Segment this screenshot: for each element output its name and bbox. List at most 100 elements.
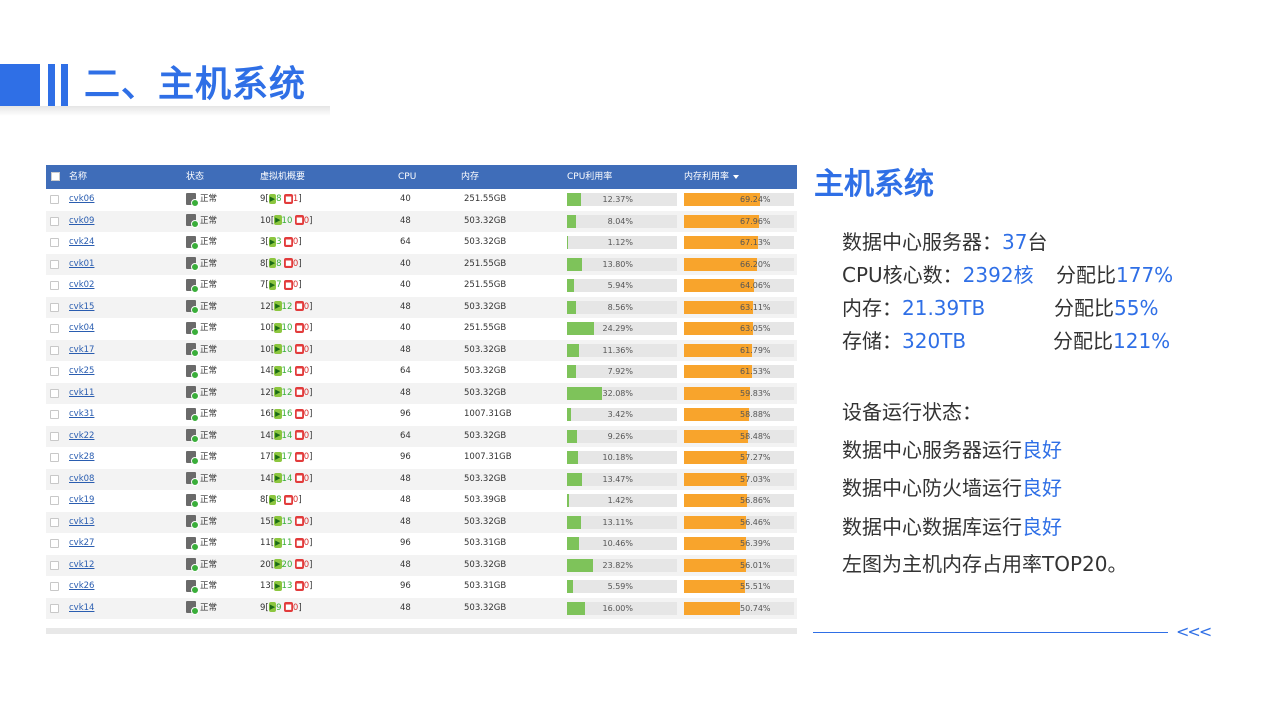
row-checkbox[interactable] [50,259,59,269]
host-name-link[interactable]: cvk04 [69,323,95,333]
cpu-util-text: 7.92% [607,367,633,376]
cpu-util-fill [567,214,576,228]
vm-stopped-count: 0 [292,258,299,269]
host-name-link[interactable]: cvk12 [69,559,95,570]
host-name-link[interactable]: cvk19 [69,495,95,505]
row-checkbox[interactable] [50,474,59,484]
table-scrollbar[interactable] [46,628,797,634]
host-name-link[interactable]: cvk28 [69,452,95,462]
firewall-status: 数据中心防火墙运行良好 [842,474,1062,502]
table-row[interactable]: cvk25 正常 14[▶14 ■0] 64 503.32GB 7.92% 61.53% [46,361,797,383]
row-checkbox[interactable] [50,496,59,505]
host-name-link[interactable]: cvk02 [69,280,95,290]
table-row[interactable]: cvk31 正常 16[▶16 ■0] 96 1007.31GB 3.42% 58.88% [46,404,797,426]
host-name-link[interactable]: cvk01 [69,258,95,269]
host-name-link[interactable]: cvk14 [69,602,95,613]
status-cell: 正常 [186,297,217,319]
table-row[interactable]: cvk26 正常 13[▶13 ■0] 96 503.31GB 5.59% 55.51% [46,576,797,598]
host-name-link[interactable]: cvk15 [69,301,95,312]
row-checkbox[interactable] [50,345,59,355]
table-row[interactable]: cvk12 正常 20[▶20 ■0] 48 503.32GB 23.82% 56.01% [46,554,797,576]
memory-cell: 503.32GB [464,602,507,613]
table-row[interactable]: cvk28 正常 17[▶17 ■0] 96 1007.31GB 10.18% 57.27% [46,447,797,469]
row-checkbox[interactable] [50,238,59,247]
host-name-link[interactable]: cvk06 [69,194,95,204]
table-row[interactable]: cvk11 正常 12[▶12 ■0] 48 503.32GB 32.08% 59.83% [46,382,797,404]
vm-stopped-count: 0 [303,559,310,570]
table-row[interactable]: cvk17 正常 10[▶10 ■0] 48 503.32GB 11.36% 61.79% [46,339,797,361]
host-name-link[interactable]: cvk08 [69,473,95,484]
table-row[interactable]: cvk24 正常 3[▶3 ■0] 64 503.32GB 1.12% 67.13% [46,232,797,254]
column-cpu-util[interactable]: CPU利用率 [567,172,613,182]
status-text: 正常 [200,559,218,570]
row-checkbox[interactable] [50,324,59,333]
column-memory[interactable]: 内存 [461,172,480,182]
mem-util-bar: 56.46% [684,515,794,529]
column-mem-util[interactable]: 内存利用率 [684,165,740,189]
vm-running-count: 7 [276,280,282,290]
select-all-checkbox[interactable] [51,172,60,181]
column-status[interactable]: 状态 [186,172,205,182]
table-row[interactable]: cvk08 正常 14[▶14 ■0] 48 503.32GB 13.47% 57.03% [46,468,797,490]
cpu-util-bar: 12.37% [567,193,677,206]
back-arrows-icon[interactable]: <<< [1176,622,1212,641]
vm-running-count: 9 [276,602,282,613]
vm-running-icon: ▶ [274,322,282,333]
table-row[interactable]: cvk09 正常 10[▶10 ■0] 48 503.32GB 8.04% 67.96% [46,210,797,232]
host-name-link[interactable]: cvk17 [69,344,95,355]
status-cell: 正常 [186,533,217,555]
host-name-link[interactable]: cvk26 [69,581,95,591]
mem-util-text: 57.27% [740,453,771,462]
row-checkbox[interactable] [50,195,59,204]
column-name[interactable]: 名称 [69,172,88,182]
row-checkbox[interactable] [50,216,59,226]
column-cpu[interactable]: CPU [398,172,417,182]
table-row[interactable]: cvk02 正常 7[▶7 ■0] 40 251.55GB 5.94% 64.06% [46,275,797,297]
host-name-link[interactable]: cvk24 [69,237,95,247]
row-checkbox[interactable] [50,281,59,290]
vm-stopped-count: 0 [303,473,310,484]
row-checkbox[interactable] [50,410,59,419]
row-checkbox[interactable] [50,431,59,441]
row-checkbox[interactable] [50,560,59,570]
host-name-link[interactable]: cvk31 [69,409,95,419]
host-name-link[interactable]: cvk11 [69,387,95,398]
vm-stopped-count: 0 [292,237,299,247]
vm-stopped-count: 0 [292,280,299,290]
server-ok-icon [186,192,199,207]
table-row[interactable]: cvk14 正常 9[▶9 ■0] 48 503.32GB 16.00% 50.74% [46,597,797,619]
vm-running-icon: ▶ [274,451,282,462]
mem-util-text: 59.83% [740,388,771,398]
row-checkbox[interactable] [50,302,59,312]
host-name-link[interactable]: cvk25 [69,366,95,376]
table-row[interactable]: cvk13 正常 15[▶15 ■0] 48 503.32GB 13.11% 56.46% [46,511,797,533]
memory-stat: 内存：21.39TB [842,294,985,322]
status-text: 正常 [200,452,218,462]
row-checkbox[interactable] [50,367,59,376]
row-checkbox[interactable] [50,453,59,462]
table-row[interactable]: cvk04 正常 10[▶10 ■0] 40 251.55GB 24.29% 63.05% [46,318,797,340]
database-status-value: 良好 [1022,515,1062,539]
cpu-util-text: 10.46% [602,539,633,548]
row-checkbox[interactable] [50,388,59,398]
table-row[interactable]: cvk22 正常 14[▶14 ■0] 64 503.32GB 9.26% 58.48% [46,425,797,447]
row-checkbox[interactable] [50,582,59,591]
row-checkbox[interactable] [50,539,59,548]
vm-running-icon: ▶ [274,301,282,311]
column-vm-summary[interactable]: 虚拟机概要 [260,172,306,182]
status-cell: 正常 [186,318,217,340]
row-checkbox[interactable] [50,517,59,527]
table-row[interactable]: cvk06 正常 9[▶8 ■1] 40 251.55GB 12.37% 69.24% [46,189,797,211]
host-name-link[interactable]: cvk27 [69,538,95,548]
cpu-util-fill [567,601,585,615]
host-name-link[interactable]: cvk13 [69,516,95,527]
cpu-util-text: 8.04% [607,216,633,226]
host-name-link[interactable]: cvk09 [69,215,95,226]
table-row[interactable]: cvk27 正常 11[▶11 ■0] 96 503.31GB 10.46% 56.39% [46,533,797,555]
table-row[interactable]: cvk15 正常 12[▶12 ■0] 48 503.32GB 8.56% 63.11% [46,296,797,319]
table-row[interactable]: cvk01 正常 8[▶8 ■0] 40 251.55GB 13.80% 66.20% [46,253,797,275]
host-name-link[interactable]: cvk22 [69,430,95,441]
cpu-util-text: 11.36% [602,345,633,355]
table-row[interactable]: cvk19 正常 8[▶8 ■0] 48 503.39GB 1.42% 56.86% [46,490,797,512]
row-checkbox[interactable] [50,603,59,613]
